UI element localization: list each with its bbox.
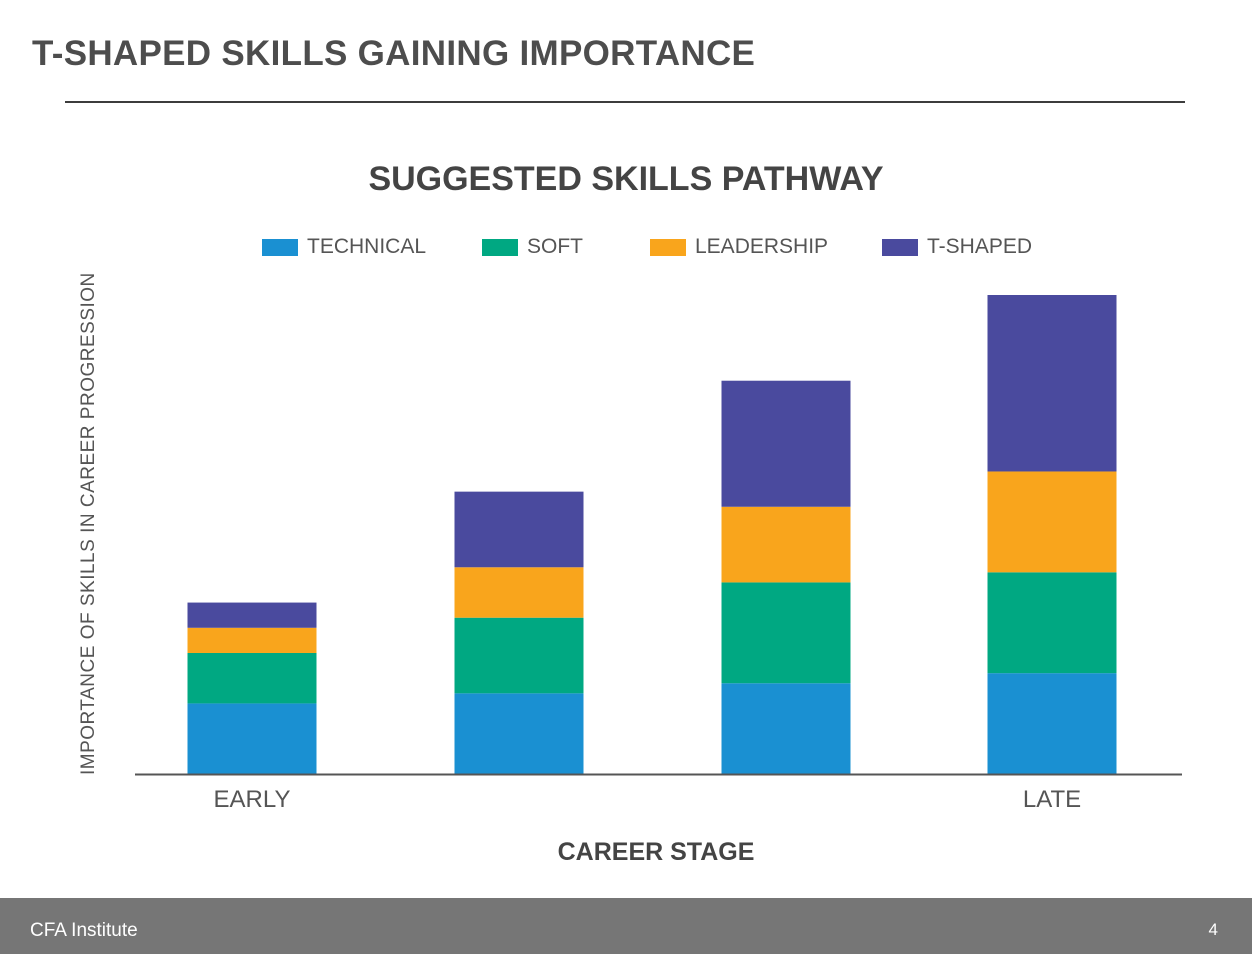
- bar-segment-technical-3: [721, 683, 851, 774]
- legend-item-soft: SOFT: [482, 232, 583, 262]
- page-number: 4: [1208, 920, 1218, 939]
- bar-segment-technical-1: [187, 703, 317, 774]
- x-tick-label-early: EARLY: [213, 786, 291, 813]
- bar-segment-soft-2: [454, 617, 584, 694]
- x-axis-label: CAREER STAGE: [557, 838, 755, 866]
- legend-swatch-t-shaped: [882, 238, 918, 256]
- bar-segment-t-shaped-3: [721, 380, 851, 507]
- slide-footer: CFA Institute 4: [0, 898, 1252, 954]
- bar-segment-leadership-3: [721, 506, 851, 583]
- legend-swatch-technical: [262, 238, 298, 256]
- x-tick-label-late: LATE: [1022, 786, 1082, 813]
- chart-title: SUGGESTED SKILLS PATHWAY: [368, 160, 884, 198]
- bar-segment-leadership-4: [987, 471, 1117, 573]
- legend-item-technical: TECHNICAL: [262, 232, 426, 262]
- bar-segment-technical-4: [987, 673, 1117, 774]
- bar-segment-leadership-2: [454, 567, 584, 618]
- legend-label-soft: SOFT: [527, 235, 583, 258]
- legend-item-t-shaped: T-SHAPED: [882, 232, 1032, 262]
- legend-item-leadership: LEADERSHIP: [650, 232, 828, 262]
- legend-swatch-leadership: [650, 238, 686, 256]
- slide-title: T-SHAPED SKILLS GAINING IMPORTANCE: [32, 34, 756, 73]
- legend-label-technical: TECHNICAL: [307, 235, 427, 258]
- chart-legend: TECHNICAL SOFT LEADERSHIP T-SHAPED: [0, 232, 1252, 262]
- legend-swatch-soft: [482, 238, 518, 256]
- bar-segment-t-shaped-2: [454, 491, 584, 568]
- bar-segment-technical-2: [454, 693, 584, 774]
- legend-label-leadership: LEADERSHIP: [695, 235, 829, 258]
- bar-segment-leadership-1: [187, 627, 317, 653]
- bar-segment-soft-4: [987, 572, 1117, 674]
- title-divider: [65, 101, 1185, 103]
- legend-label-t-shaped: T-SHAPED: [927, 235, 1033, 258]
- bar-segment-t-shaped-1: [187, 602, 317, 628]
- bar-segment-soft-1: [187, 652, 317, 704]
- footer-org-name: CFA Institute: [30, 920, 138, 941]
- bar-segment-t-shaped-4: [987, 295, 1117, 472]
- bar-segment-soft-3: [721, 582, 851, 684]
